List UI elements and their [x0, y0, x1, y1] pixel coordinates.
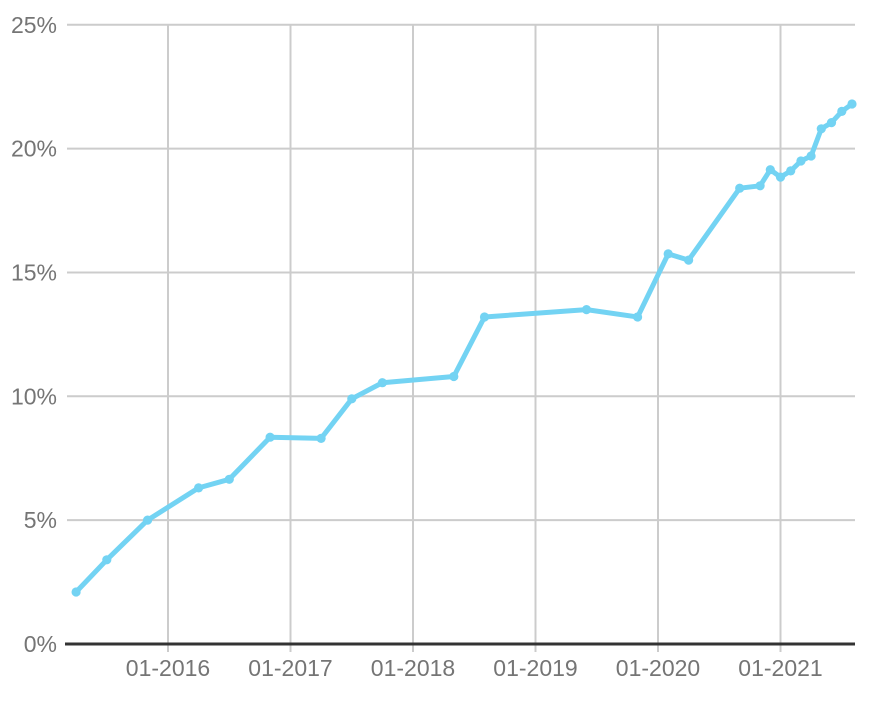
data-point	[449, 371, 459, 382]
data-point	[479, 312, 490, 322]
data-point	[224, 474, 234, 484]
data-line	[73, 101, 855, 595]
data-point	[581, 305, 592, 315]
data-point	[663, 249, 673, 259]
data-point	[265, 432, 275, 442]
data-point	[316, 433, 326, 443]
y-tick-label: 25%	[11, 12, 57, 38]
data-point	[735, 183, 745, 193]
y-tick-label: 15%	[11, 259, 57, 285]
data-point	[775, 172, 786, 182]
x-tick-label: 01-2016	[126, 655, 210, 681]
y-tick-label: 20%	[11, 136, 57, 162]
data-point	[765, 165, 775, 175]
x-axis-tick-labels: 01-2016 01-2017 01-2018 01-2019 01-2020 01-20…	[126, 655, 823, 681]
data-point	[377, 378, 387, 388]
data-point	[826, 118, 837, 128]
data-point	[816, 124, 826, 134]
data-point	[847, 99, 857, 109]
data-point	[837, 106, 847, 116]
y-tick-label: 10%	[11, 383, 57, 409]
data-series	[71, 99, 857, 597]
vertical-gridlines	[167, 24, 782, 652]
data-point	[143, 515, 153, 525]
x-tick-label: 01-2020	[616, 655, 700, 681]
data-point	[347, 394, 357, 404]
data-point	[194, 483, 204, 493]
x-tick-label: 01-2021	[738, 655, 822, 681]
x-tick-label: 01-2018	[371, 655, 455, 681]
data-point	[633, 312, 643, 322]
y-axis-tick-labels: 0% 5% 10% 15% 20% 25%	[11, 12, 57, 657]
data-point	[806, 151, 816, 161]
data-point	[786, 166, 796, 176]
data-point	[755, 181, 765, 191]
horizontal-gridlines	[67, 23, 855, 522]
data-point	[796, 156, 806, 166]
data-point	[102, 555, 112, 565]
data-point	[684, 255, 694, 265]
y-tick-label: 0%	[24, 631, 57, 657]
data-point	[71, 587, 81, 597]
x-tick-label: 01-2019	[493, 655, 577, 681]
x-tick-label: 01-2017	[248, 655, 332, 681]
y-tick-label: 5%	[24, 507, 57, 533]
